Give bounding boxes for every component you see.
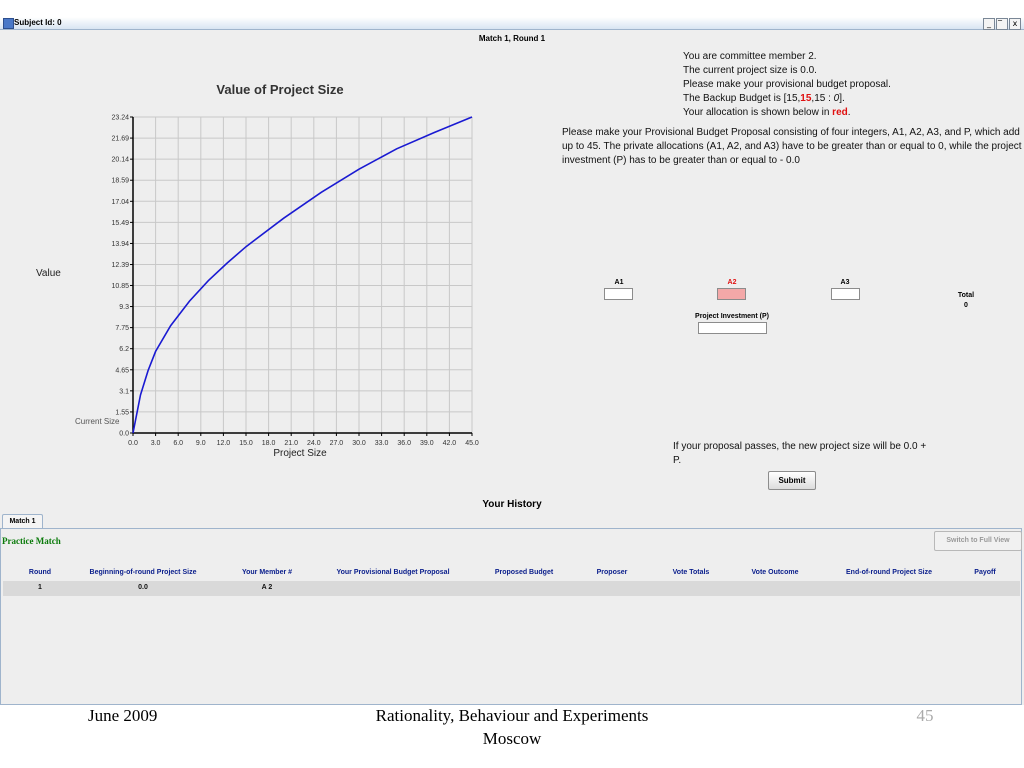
a2-field-own-allocation (717, 288, 746, 300)
y-tick-label: 0.0 (119, 431, 129, 438)
a2-label: A2 (727, 279, 737, 286)
info-size-line: The current project size is 0.0. (683, 65, 817, 76)
x-tick-label: 42.0 (443, 440, 457, 447)
switch-full-view-button[interactable]: Switch to Full View (934, 531, 1022, 551)
value-curve-line (132, 116, 473, 434)
y-tick-label: 15.49 (111, 220, 129, 227)
x-tick-label: 21.0 (284, 440, 298, 447)
y-tick-label: 21.69 (111, 136, 129, 143)
col-header-end-size[interactable]: End-of-round Project Size (846, 569, 932, 576)
y-tick-label: 1.55 (115, 409, 129, 416)
y-tick-label: 7.75 (115, 325, 129, 332)
y-tick-label: 9.3 (119, 304, 129, 311)
tab-match-1[interactable]: Match 1 (2, 514, 43, 529)
title-bar-strip (0, 17, 1024, 30)
window-controls: _ ̅ x (983, 18, 1021, 30)
col-header-proposer[interactable]: Proposer (596, 569, 628, 576)
practice-match-label: Practice Match (2, 536, 61, 546)
y-tick-label: 10.85 (111, 283, 129, 290)
backup-project: 0 (833, 93, 840, 104)
x-tick-label: 15.0 (239, 440, 253, 447)
pass-outcome-text: If your proposal passes, the new project… (673, 441, 927, 466)
total-value: 0 (964, 302, 968, 309)
x-tick-label: 45.0 (465, 440, 479, 447)
a1-input[interactable] (604, 288, 633, 300)
a1-label: A1 (614, 279, 624, 286)
current-size-marker-label: Current Size (75, 417, 120, 426)
y-tick-label: 6.2 (119, 346, 129, 353)
x-tick-label: 18.0 (262, 440, 276, 447)
application-window: Subject Id: 0 _ ̅ x Match 1, Round 1 Val… (0, 0, 1024, 705)
history-title: Your History (482, 499, 542, 510)
info-member-line: You are committee member 2. (683, 51, 817, 62)
x-tick-label: 30.0 (352, 440, 366, 447)
col-header-proposed-budget[interactable]: Proposed Budget (494, 569, 554, 576)
title-bar: Subject Id: 0 _ ̅ x (0, 0, 1024, 30)
col-header-round[interactable]: Round (28, 569, 52, 576)
chart-y-axis-label: Value (36, 268, 61, 279)
match-round-label: Match 1, Round 1 (478, 34, 546, 43)
x-tick-label: 6.0 (173, 440, 183, 447)
y-tick-label: 20.14 (111, 157, 129, 164)
x-tick-label: 9.0 (196, 440, 206, 447)
info-block: You are committee member 2. The current … (683, 50, 891, 120)
y-tick-label: 12.39 (111, 262, 129, 269)
java-app-icon (3, 18, 14, 29)
info-backup-line: The Backup Budget is [15,15,15 : 0]. (683, 92, 891, 106)
history-panel (0, 528, 1022, 705)
x-tick-label: 36.0 (397, 440, 411, 447)
x-tick-label: 12.0 (217, 440, 231, 447)
proposal-instructions: Please make your Provisional Budget Prop… (562, 127, 1022, 166)
a3-input[interactable] (831, 288, 860, 300)
table-row[interactable] (3, 581, 1020, 596)
footer-date: June 2009 (88, 706, 158, 725)
backup-mid: ,15 : (811, 93, 834, 104)
value-chart: 0.0 3.0 6.0 9.0 12.0 15.0 18.0 21.0 24.0 27.0 30.0… (111, 115, 479, 448)
cell-begin-size: 0.0 (138, 584, 148, 591)
allocation-suffix: . (847, 107, 851, 118)
window-title: Subject Id: 0 (14, 18, 62, 27)
footer-title: Rationality, Behaviour and Experiments (375, 706, 649, 725)
col-header-vote-totals[interactable]: Vote Totals (672, 569, 710, 576)
cell-member: A 2 (261, 584, 273, 591)
col-header-vote-outcome[interactable]: Vote Outcome (751, 569, 799, 576)
close-icon[interactable]: x (1009, 18, 1021, 30)
chart-x-axis-label: Project Size (273, 448, 327, 459)
x-tick-label: 27.0 (330, 440, 344, 447)
footer-page-number: 45 (916, 706, 934, 725)
maximize-icon[interactable]: ̅ (996, 18, 1008, 30)
backup-suffix: ]. (839, 93, 845, 104)
allocation-prefix: Your allocation is shown below in (683, 107, 833, 118)
col-header-payoff[interactable]: Payoff (974, 569, 996, 576)
project-investment-input[interactable] (698, 322, 767, 334)
y-tick-label: 18.59 (111, 178, 129, 185)
col-header-provisional-proposal[interactable]: Your Provisional Budget Proposal (336, 569, 450, 576)
x-tick-label: 3.0 (151, 440, 161, 447)
y-tick-label: 3.1 (119, 388, 129, 395)
a3-label: A3 (840, 279, 850, 286)
allocation-red-word: red (832, 107, 848, 118)
x-tick-label: 24.0 (307, 440, 321, 447)
total-label: Total (957, 292, 975, 299)
backup-own-share: 15 (800, 93, 812, 104)
submit-button[interactable]: Submit (768, 471, 816, 490)
footer-location: Moscow (482, 729, 542, 748)
backup-prefix: The Backup Budget is [15, (683, 93, 801, 104)
chart-title: Value of Project Size (216, 82, 344, 97)
info-proposal-line: Please make your provisional budget prop… (683, 79, 891, 90)
y-tick-label: 13.94 (111, 241, 129, 248)
x-tick-label: 0.0 (128, 440, 138, 447)
col-header-begin-size[interactable]: Beginning-of-round Project Size (89, 569, 197, 576)
info-allocation-line: Your allocation is shown below in red. (683, 106, 891, 120)
minimize-icon[interactable]: _ (983, 18, 995, 30)
x-tick-label: 39.0 (420, 440, 434, 447)
y-tick-label: 17.04 (111, 199, 129, 206)
y-tick-label: 4.65 (115, 367, 129, 374)
cell-round: 1 (38, 584, 42, 591)
y-tick-label: 23.24 (111, 115, 129, 122)
project-investment-label: Project Investment (P) (695, 313, 769, 320)
col-header-member[interactable]: Your Member # (241, 569, 293, 576)
x-tick-label: 33.0 (375, 440, 389, 447)
